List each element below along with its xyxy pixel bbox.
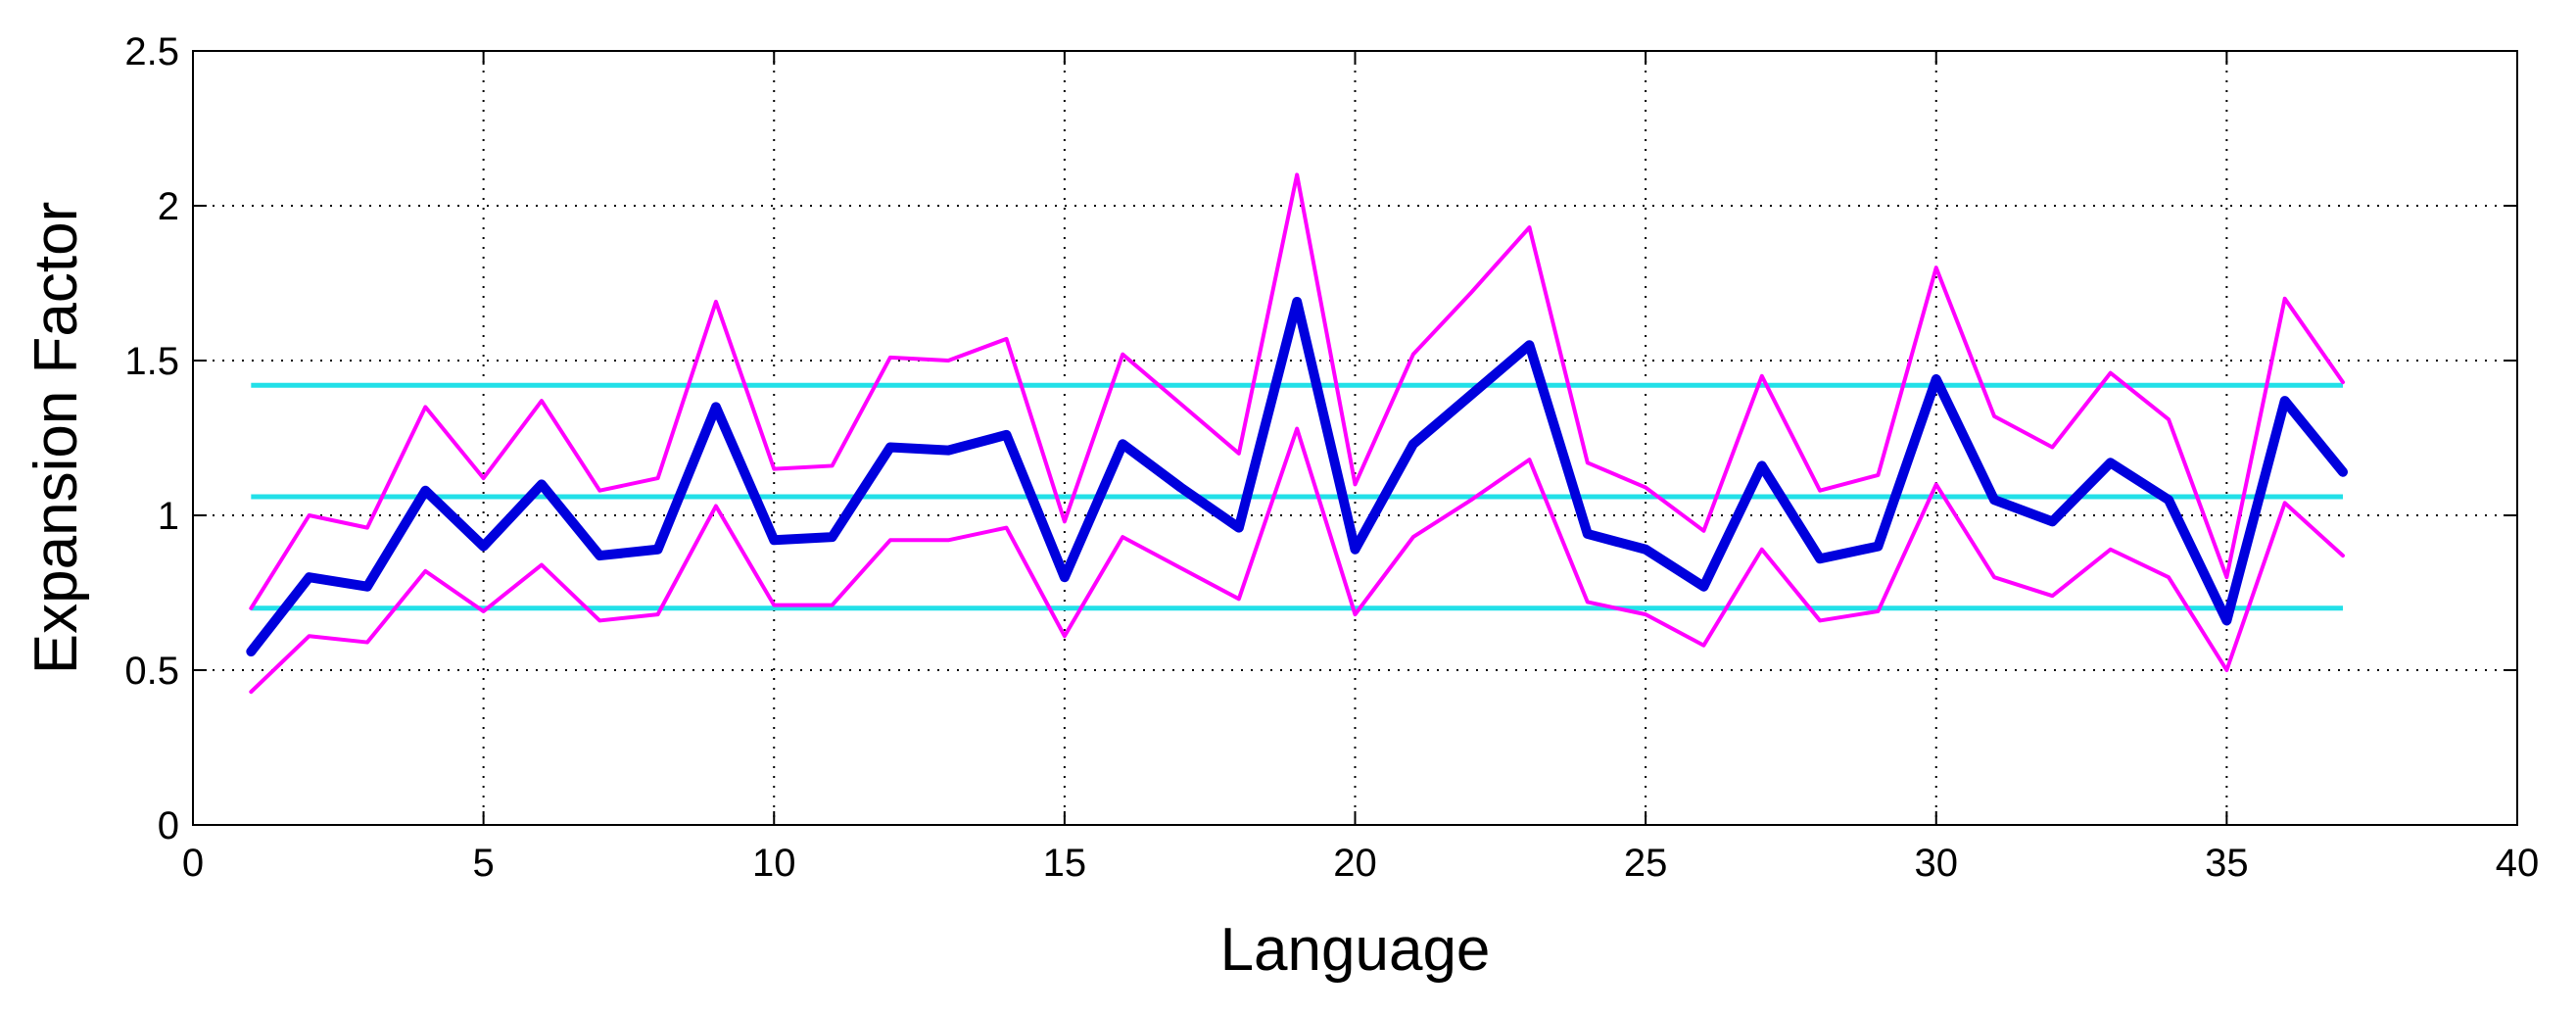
grid: [193, 51, 2517, 825]
y-tick-label: 2: [158, 185, 179, 228]
x-tick-label: 5: [473, 842, 495, 885]
y-tick-label: 1.5: [124, 340, 179, 383]
y-axis-label: Expansion Factor: [23, 202, 90, 674]
x-tick-label: 30: [1915, 842, 1959, 885]
y-tick-label: 1: [158, 495, 179, 538]
x-tick-label: 15: [1043, 842, 1087, 885]
series-line-lower: [249, 426, 2346, 695]
x-tick-label: 25: [1624, 842, 1668, 885]
series-line-mean: [246, 296, 2349, 657]
y-axis-ticks: 0 0.5 1 1.5 2 2.5: [124, 30, 2517, 847]
series-line-upper: [249, 172, 2346, 610]
x-tick-label: 0: [182, 842, 204, 885]
x-tick-label: 20: [1333, 842, 1377, 885]
y-tick-label: 0: [158, 804, 179, 847]
data-series: [246, 172, 2349, 695]
x-axis-label: Language: [1220, 916, 1491, 984]
x-axis-ticks: 0 5 10 15 20 25 30 35 40: [182, 51, 2539, 885]
x-tick-label: 35: [2205, 842, 2249, 885]
reference-lines: [251, 382, 2344, 611]
y-tick-label: 0.5: [124, 650, 179, 693]
x-tick-label: 10: [752, 842, 796, 885]
y-tick-label: 2.5: [124, 30, 179, 73]
x-tick-label: 40: [2496, 842, 2540, 885]
